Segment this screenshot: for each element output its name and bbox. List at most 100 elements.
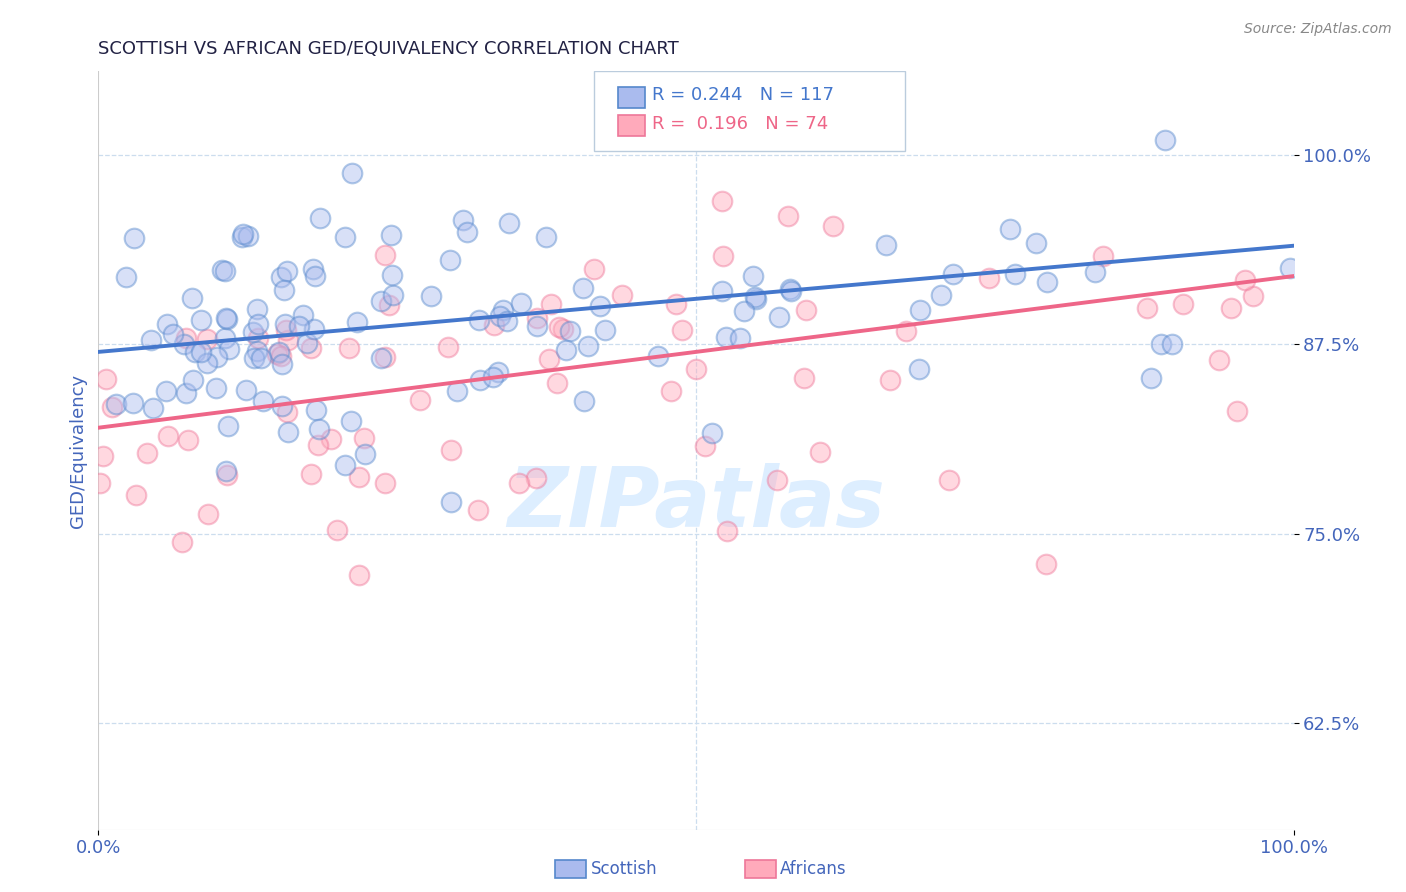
Point	[238, 228, 260, 243]
Point	[302, 262, 325, 277]
Point	[142, 401, 165, 415]
Point	[217, 418, 239, 433]
Point	[266, 347, 288, 361]
Point	[484, 318, 506, 332]
Text: R =  0.196   N = 74: R = 0.196 N = 74	[652, 115, 828, 133]
Point	[440, 495, 463, 509]
Point	[908, 362, 931, 376]
Point	[509, 296, 531, 310]
Point	[270, 269, 292, 284]
Point	[273, 283, 295, 297]
Point	[214, 310, 236, 325]
Point	[496, 314, 519, 328]
Point	[1136, 301, 1159, 316]
Point	[942, 267, 965, 281]
Point	[204, 381, 226, 395]
Point	[292, 308, 315, 322]
Point	[778, 209, 800, 223]
Point	[190, 345, 212, 359]
Point	[685, 362, 707, 376]
Point	[589, 299, 612, 313]
Point	[211, 262, 233, 277]
Point	[1208, 352, 1230, 367]
Point	[572, 281, 595, 295]
Point	[277, 425, 299, 439]
Point	[276, 405, 298, 419]
Point	[546, 376, 568, 391]
Point	[231, 230, 253, 244]
Point	[115, 269, 138, 284]
Point	[612, 288, 634, 302]
Point	[1278, 261, 1301, 276]
Point	[1150, 337, 1173, 351]
Point	[875, 238, 897, 252]
Point	[1035, 275, 1057, 289]
Point	[156, 318, 179, 332]
Point	[307, 438, 329, 452]
Point	[482, 370, 505, 384]
Point	[524, 471, 547, 485]
Point	[1025, 235, 1047, 250]
Point	[288, 319, 311, 334]
Point	[337, 342, 360, 356]
Point	[420, 289, 443, 303]
Point	[659, 384, 682, 398]
Point	[214, 264, 236, 278]
Point	[326, 524, 349, 538]
FancyBboxPatch shape	[595, 71, 905, 151]
Point	[508, 476, 530, 491]
Point	[716, 329, 738, 343]
Point	[1084, 264, 1107, 278]
Point	[742, 269, 765, 284]
Point	[582, 261, 605, 276]
Point	[1035, 557, 1057, 571]
Point	[353, 431, 375, 445]
Point	[304, 269, 326, 284]
Point	[174, 385, 197, 400]
Point	[197, 507, 219, 521]
Point	[1154, 133, 1177, 147]
Point	[374, 350, 396, 364]
Point	[91, 450, 114, 464]
Point	[380, 227, 402, 242]
Point	[440, 443, 463, 458]
Text: ZIPatlas: ZIPatlas	[508, 463, 884, 544]
Point	[821, 219, 844, 233]
Point	[665, 297, 688, 311]
Point	[467, 503, 489, 517]
Point	[468, 313, 491, 327]
Point	[235, 384, 257, 398]
Point	[101, 401, 124, 415]
Point	[526, 318, 548, 333]
Point	[125, 488, 148, 502]
Point	[409, 392, 432, 407]
Point	[794, 303, 817, 318]
Point	[246, 331, 269, 345]
Point	[1160, 336, 1182, 351]
Point	[155, 384, 177, 399]
Point	[808, 445, 831, 459]
Point	[1220, 301, 1243, 316]
Point	[274, 323, 297, 337]
Point	[267, 345, 290, 359]
Point	[124, 231, 146, 245]
Point	[879, 373, 901, 387]
Point	[711, 249, 734, 263]
Point	[89, 476, 111, 491]
Point	[381, 287, 404, 301]
Point	[446, 384, 468, 398]
Point	[560, 324, 582, 338]
Point	[894, 325, 917, 339]
Point	[377, 298, 399, 312]
Text: Source: ZipAtlas.com: Source: ZipAtlas.com	[1244, 22, 1392, 37]
Point	[768, 310, 790, 324]
Point	[1000, 222, 1022, 236]
Point	[214, 330, 236, 344]
Point	[374, 247, 396, 261]
Point	[195, 333, 218, 347]
Point	[716, 524, 738, 538]
Point	[162, 327, 184, 342]
FancyBboxPatch shape	[619, 87, 644, 108]
Point	[180, 291, 202, 305]
Text: Scottish: Scottish	[591, 860, 657, 878]
